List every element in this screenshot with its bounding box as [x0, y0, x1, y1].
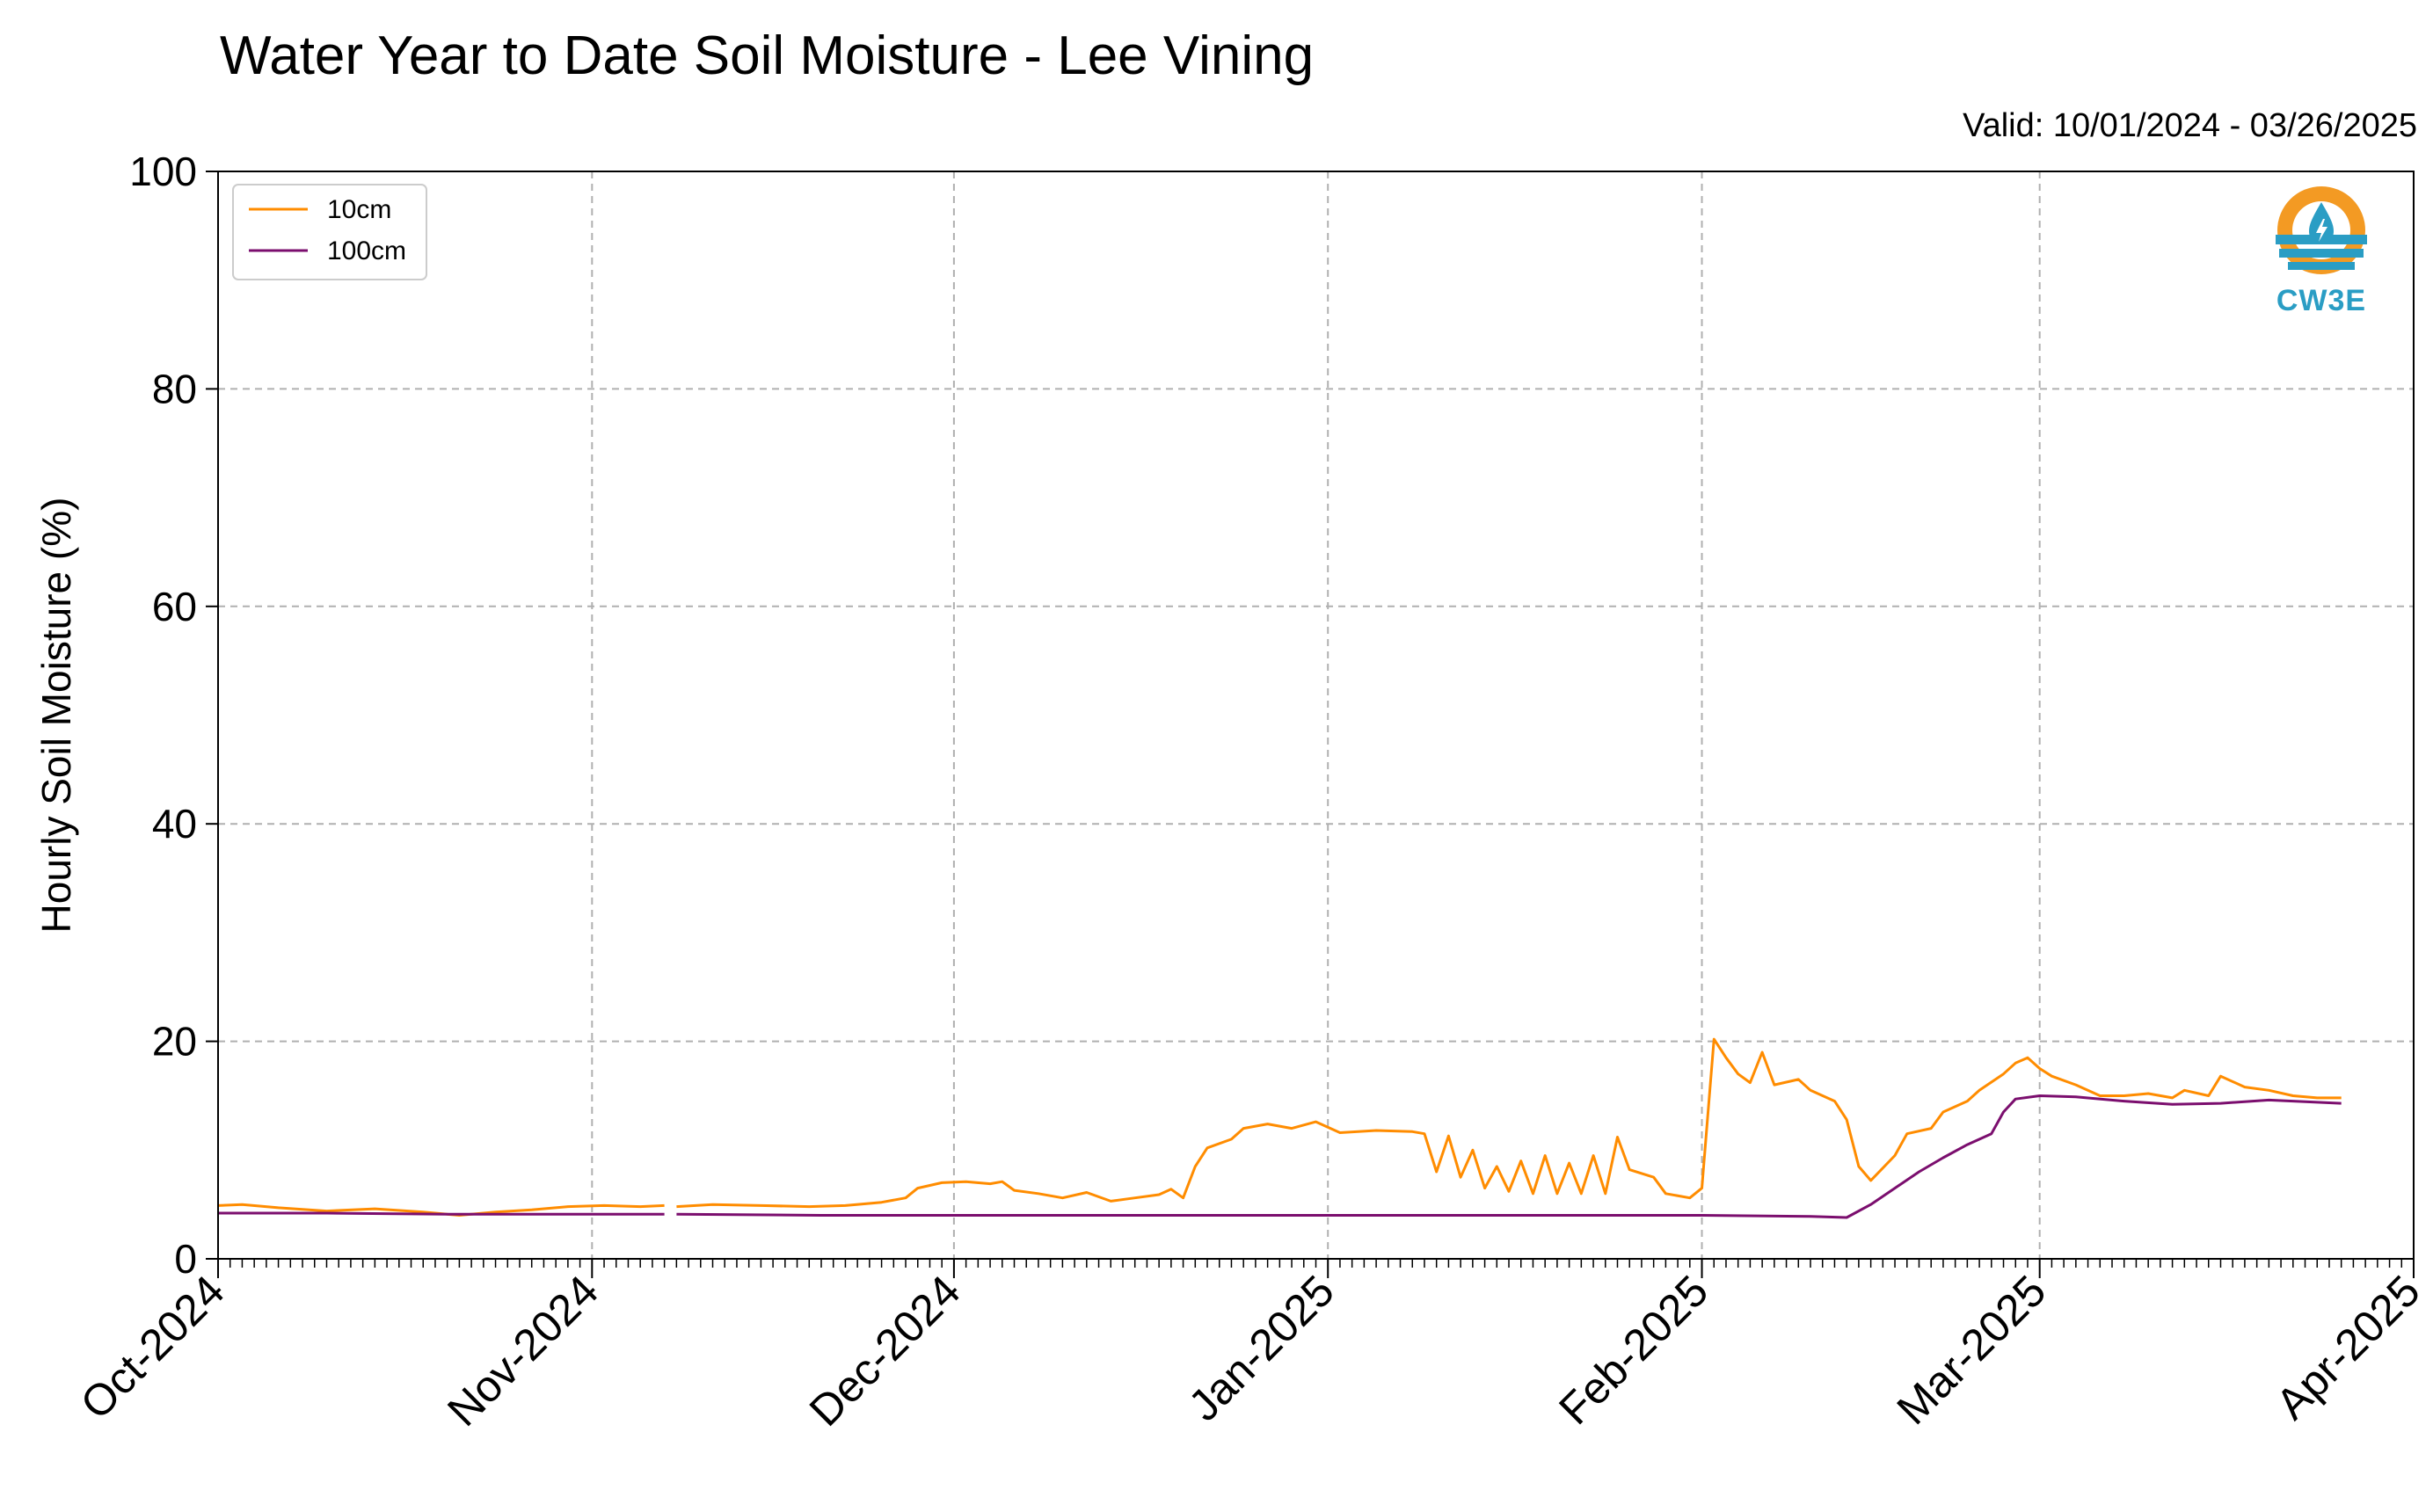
legend: 10cm 100cm: [232, 184, 427, 280]
chart-title: Water Year to Date Soil Moisture - Lee V…: [220, 25, 1315, 86]
legend-label-10cm: 10cm: [327, 195, 391, 224]
x-tick-label: Mar-2025: [1888, 1266, 2056, 1434]
x-tick-label: Oct-2024: [71, 1266, 234, 1428]
series-lines: [217, 1037, 2342, 1219]
y-tick-label: 60: [152, 584, 197, 629]
plot-area-frame: [217, 171, 2415, 1260]
x-tick-label: Apr-2025: [2267, 1266, 2429, 1428]
legend-label-100cm: 100cm: [327, 236, 406, 265]
x-tick-label: Nov-2024: [438, 1266, 608, 1436]
y-tick-label: 100: [129, 149, 197, 194]
cw3e-logo-icon: [2276, 186, 2367, 274]
y-tick-label: 20: [152, 1019, 197, 1065]
y-tick-label: 40: [152, 801, 197, 847]
series-line-10cm: [217, 1037, 2342, 1217]
cw3e-logo: CW3E: [2260, 180, 2383, 338]
series-line-100cm: [218, 1094, 2342, 1219]
x-tick-label: Jan-2025: [1179, 1266, 1344, 1430]
gridlines: [218, 171, 2414, 1259]
cw3e-logo-text: CW3E: [2276, 284, 2367, 317]
x-tick-label: Feb-2025: [1549, 1266, 1717, 1434]
x-tick-label: Dec-2024: [800, 1266, 970, 1436]
y-tick-label: 80: [152, 366, 197, 411]
axis-ticks: [206, 171, 2415, 1278]
axis-tick-labels: 0 20 40 60 80 100 Oct-2024 Nov-2024 Dec-2024 Jan-…: [71, 149, 2429, 1436]
valid-date-range: Valid: 10/01/2024 - 03/26/2025: [1963, 107, 2417, 144]
y-tick-label: 0: [174, 1236, 197, 1282]
y-axis-label: Hourly Soil Moisture (%): [33, 498, 79, 934]
